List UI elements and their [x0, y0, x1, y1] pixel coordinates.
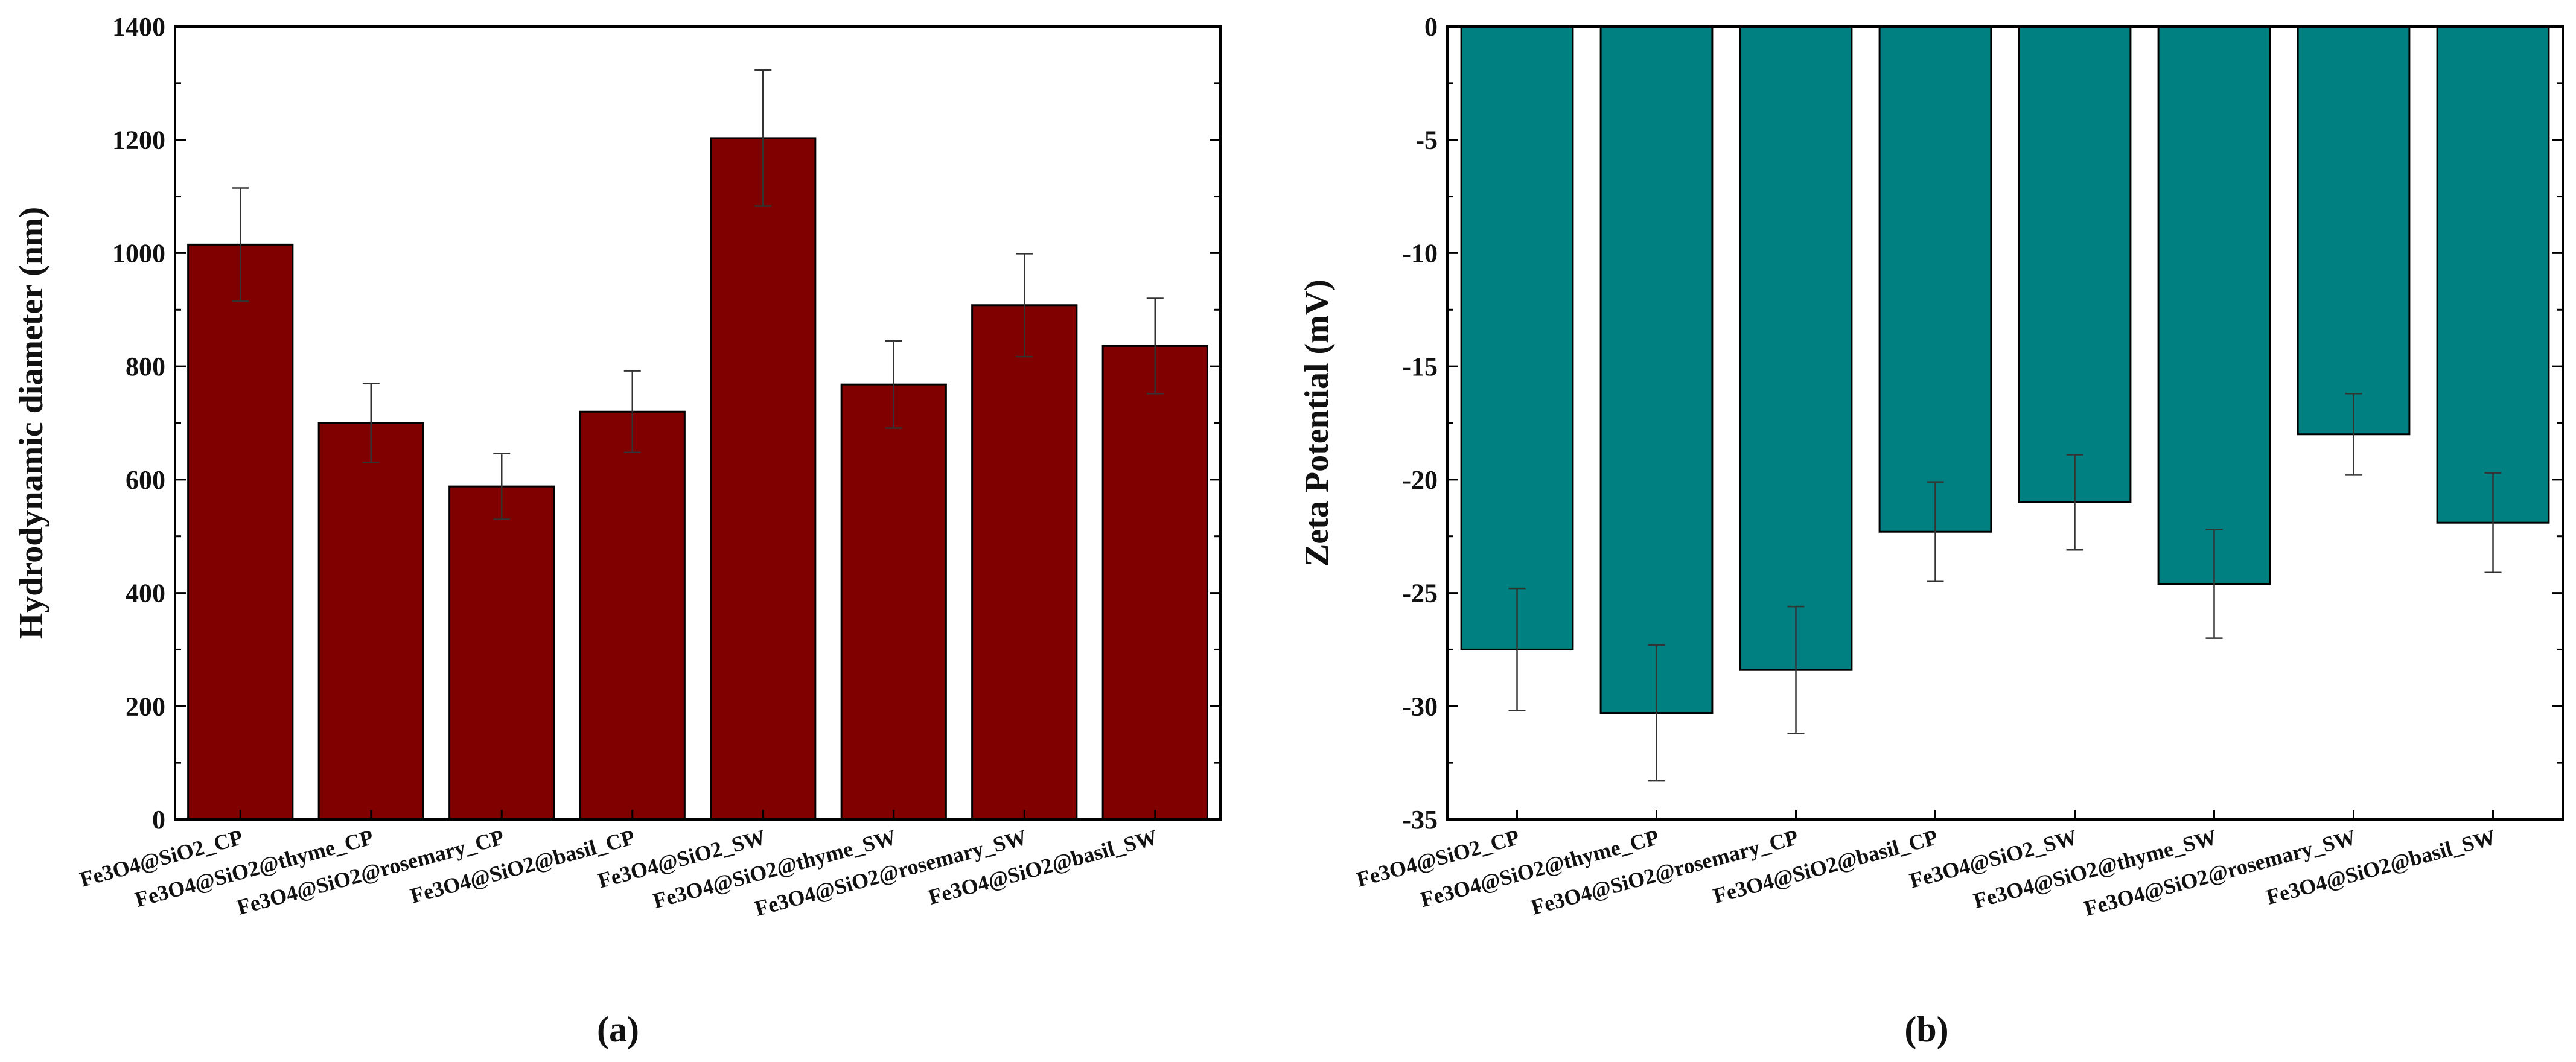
y-tick-label: 400 [126, 579, 165, 608]
y-tick-label: 800 [126, 352, 165, 381]
y-tick-label: -35 [1402, 805, 1438, 835]
y-tick-label: 1200 [112, 126, 165, 155]
bar-5 [2018, 25, 2132, 503]
bar-5 [710, 137, 817, 821]
error-bar-5 [754, 69, 772, 207]
bar-7 [971, 304, 1078, 821]
y-axis-title: Zeta Potential (mV) [1298, 279, 1336, 567]
y-tick-label: -15 [1402, 352, 1438, 381]
y-axis-title: Hydrodynamic diameter (nm) [13, 207, 50, 640]
error-bar-3 [1787, 605, 1805, 734]
chart-b-zeta-potential: 0-5-10-15-20-25-30-35Fe3O4@SiO2_CPFe3O4@… [1298, 12, 2564, 1049]
y-tick-label: 1400 [112, 12, 165, 42]
y-tick-label: 0 [152, 805, 165, 835]
error-bar-8 [1146, 297, 1164, 395]
bar-3 [448, 485, 555, 821]
error-bar-2 [362, 383, 380, 463]
y-tick-label: 600 [126, 465, 165, 495]
error-bar-6 [885, 340, 902, 429]
x-tick-label: Fe3O4@SiO2@basil_SW [926, 825, 1160, 909]
x-tick-label: Fe3O4@SiO2@basil_CP [1710, 825, 1940, 908]
error-bar-8 [2484, 472, 2502, 574]
bar-3 [1739, 25, 1853, 671]
y-tick-label: 1000 [112, 238, 165, 268]
panel-label: (a) [597, 1010, 639, 1049]
error-bar-1 [232, 187, 249, 302]
y-tick-label: -20 [1402, 465, 1438, 495]
bar-6 [840, 383, 947, 821]
x-tick-label: Fe3O4@SiO2@basil_CP [408, 825, 637, 908]
error-bar-7 [1016, 253, 1033, 358]
bar-2 [1599, 25, 1714, 714]
error-bar-3 [493, 453, 511, 520]
error-bar-7 [2345, 392, 2362, 476]
error-bar-2 [1648, 644, 1665, 782]
error-bar-4 [623, 370, 641, 454]
error-bar-4 [1927, 481, 1944, 583]
bar-2 [317, 422, 424, 821]
bar-8 [1101, 345, 1208, 821]
bar-6 [2157, 25, 2271, 585]
bar-1 [187, 243, 294, 821]
error-bar-1 [1508, 587, 1526, 712]
panel-label: (b) [1904, 1010, 1948, 1049]
bar-7 [2297, 25, 2411, 436]
y-tick-label: -10 [1402, 238, 1438, 268]
bar-8 [2436, 25, 2550, 524]
bar-1 [1460, 25, 1574, 650]
x-tick-label: Fe3O4@SiO2@basil_SW [2264, 825, 2498, 909]
y-tick-label: -30 [1402, 692, 1438, 721]
chart-a-hydrodynamic-diameter: 0200400600800100012001400Fe3O4@SiO2_CPFe… [13, 12, 1222, 1049]
y-tick-label: -25 [1402, 579, 1438, 608]
y-tick-label: 0 [1424, 12, 1438, 42]
error-bar-6 [2205, 529, 2223, 639]
bar-4 [1878, 25, 1992, 533]
error-bar-5 [2066, 454, 2083, 551]
y-tick-label: 200 [126, 692, 165, 721]
bar-4 [579, 410, 686, 821]
y-tick-label: -5 [1415, 126, 1438, 155]
